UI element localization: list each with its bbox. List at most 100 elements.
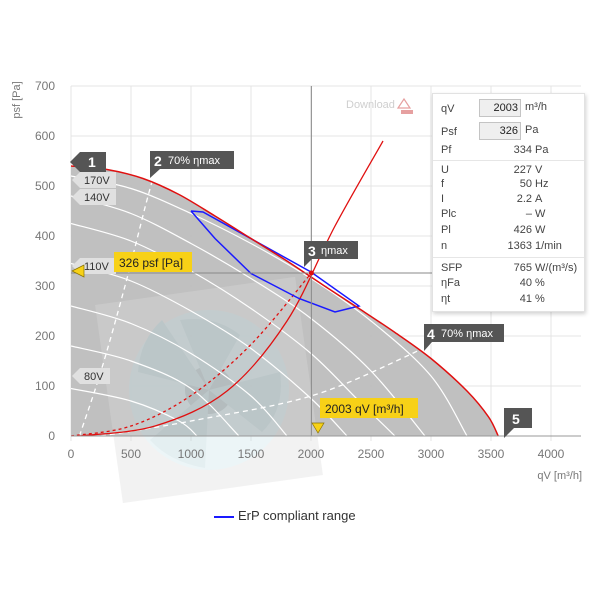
y-tick-label: 0 — [48, 429, 55, 443]
sfp-unit: W/(m³/s) — [535, 262, 578, 274]
y-tick-labels: 0 100 200 300 400 500 600 700 — [35, 79, 55, 443]
svg-text:4: 4 — [427, 326, 435, 342]
pdf-icon[interactable] — [396, 97, 413, 114]
info-row-pf: Pf 334 Pa — [433, 144, 584, 158]
marker-1: 1 — [70, 152, 106, 172]
plc-value: – — [525, 208, 532, 220]
info-row-plc: Plc – W — [433, 208, 584, 222]
pl-symbol: Pl — [441, 224, 451, 236]
u-symbol: U — [441, 164, 449, 176]
y-tick-label: 400 — [35, 229, 55, 243]
y-tick-label: 200 — [35, 329, 55, 343]
qv-symbol: qV — [441, 103, 455, 115]
psf-unit: Pa — [525, 124, 539, 136]
erp-compliant-range — [190, 210, 361, 313]
eta-t-unit: % — [535, 293, 545, 305]
x-tick-labels: 0 500 1000 1500 2000 2500 3000 3500 4000 — [68, 447, 565, 461]
download-link[interactable]: Download — [346, 99, 395, 111]
speed-curve-7 — [71, 387, 198, 436]
x-tick-label: 1500 — [238, 447, 265, 461]
svg-text:1: 1 — [88, 154, 96, 170]
psf-symbol: Psf — [441, 126, 457, 138]
info-panel: qV 2003 m³/h Psf 326 Pa Pf 334 Pa U 227 … — [432, 93, 585, 312]
n-symbol: n — [441, 240, 448, 252]
speed-curve-4 — [71, 262, 348, 436]
y-axis-title: psf [Pa] — [11, 81, 23, 118]
info-row-eta-fa: ηFa 40 % — [433, 277, 584, 291]
qv-unit: m³/h — [525, 101, 547, 113]
info-row-sfp: SFP 765 W/(m³/s) — [433, 262, 584, 276]
f-symbol: f — [441, 178, 445, 190]
sfp-symbol: SFP — [441, 262, 463, 274]
svg-text:110V: 110V — [84, 261, 110, 273]
pf-symbol: Pf — [441, 144, 452, 156]
info-row-n: n 1363 1/min — [433, 240, 584, 254]
u-unit: V — [535, 164, 543, 176]
callout-psf: 326 psf [Pa] — [71, 252, 192, 278]
x-tick-label: 2000 — [298, 447, 325, 461]
info-row-qv: qV 2003 m³/h — [433, 99, 584, 119]
f-unit: Hz — [535, 178, 549, 190]
info-row-i: I 2.2 A — [433, 193, 584, 207]
svg-text:170V: 170V — [84, 175, 110, 187]
svg-text:5: 5 — [512, 411, 520, 427]
sfp-value: 765 — [513, 262, 532, 274]
svg-text:ηmax: ηmax — [321, 245, 348, 257]
efficiency-70-right-curve — [100, 335, 444, 436]
eta-fa-unit: % — [535, 277, 545, 289]
eta-fa-symbol: ηFa — [441, 277, 460, 289]
separator — [433, 160, 584, 161]
eta-fa-value: 40 — [519, 277, 532, 289]
qv-input[interactable]: 2003 — [479, 99, 521, 117]
y-tick-label: 500 — [35, 179, 55, 193]
marker-2: 2 70% ηmax — [150, 151, 234, 178]
svg-text:3: 3 — [308, 243, 316, 259]
u-value: 227 — [513, 164, 532, 176]
svg-text:140V: 140V — [84, 192, 110, 204]
pl-unit: W — [535, 224, 546, 236]
voltage-label-140v: 140V — [72, 189, 116, 205]
x-tick-label: 0 — [68, 447, 75, 461]
x-tick-label: 3000 — [418, 447, 445, 461]
info-row-u: U 227 V — [433, 164, 584, 178]
pf-value: 334 — [513, 144, 532, 156]
i-symbol: I — [441, 193, 445, 205]
callout-qv: 2003 qV [m³/h] — [311, 398, 418, 434]
i-value: 2.2 — [516, 193, 532, 205]
svg-text:70% ηmax: 70% ηmax — [168, 155, 220, 167]
speed-curves — [71, 175, 468, 436]
psf-input[interactable]: 326 — [479, 122, 521, 140]
svg-text:2: 2 — [154, 153, 162, 169]
operating-point[interactable] — [308, 270, 314, 276]
x-axis-title: qV [m³/h] — [537, 470, 582, 482]
info-row-pl: Pl 426 W — [433, 224, 584, 238]
svg-text:326 psf [Pa]: 326 psf [Pa] — [119, 256, 183, 270]
y-tick-label: 300 — [35, 279, 55, 293]
x-tick-label: 1000 — [178, 447, 205, 461]
eta-t-value: 41 — [519, 293, 532, 305]
efficiency-max-curve — [79, 140, 384, 436]
plc-unit: W — [535, 208, 546, 220]
info-row-psf: Psf 326 Pa — [433, 122, 584, 142]
svg-text:70% ηmax: 70% ηmax — [441, 328, 493, 340]
info-row-f: f 50 Hz — [433, 178, 584, 192]
n-unit: 1/min — [535, 240, 562, 252]
i-unit: A — [535, 193, 543, 205]
x-tick-label: 3500 — [478, 447, 505, 461]
y-tick-label: 100 — [35, 379, 55, 393]
x-tick-label: 4000 — [538, 447, 565, 461]
x-tick-label: 500 — [121, 447, 141, 461]
separator — [433, 257, 584, 258]
pf-unit: Pa — [535, 144, 549, 156]
operating-area — [71, 166, 499, 436]
efficiency-70-left-curve — [78, 170, 156, 436]
svg-text:2003 qV [m³/h]: 2003 qV [m³/h] — [325, 402, 404, 416]
marker-5: 5 — [504, 408, 532, 438]
pl-value: 426 — [513, 224, 532, 236]
x-tick-label: 2500 — [358, 447, 385, 461]
eta-t-symbol: ηt — [441, 293, 451, 305]
plc-symbol: Plc — [441, 208, 457, 220]
marker-3: 3 ηmax — [304, 241, 358, 267]
n-value: 1363 — [507, 240, 532, 252]
